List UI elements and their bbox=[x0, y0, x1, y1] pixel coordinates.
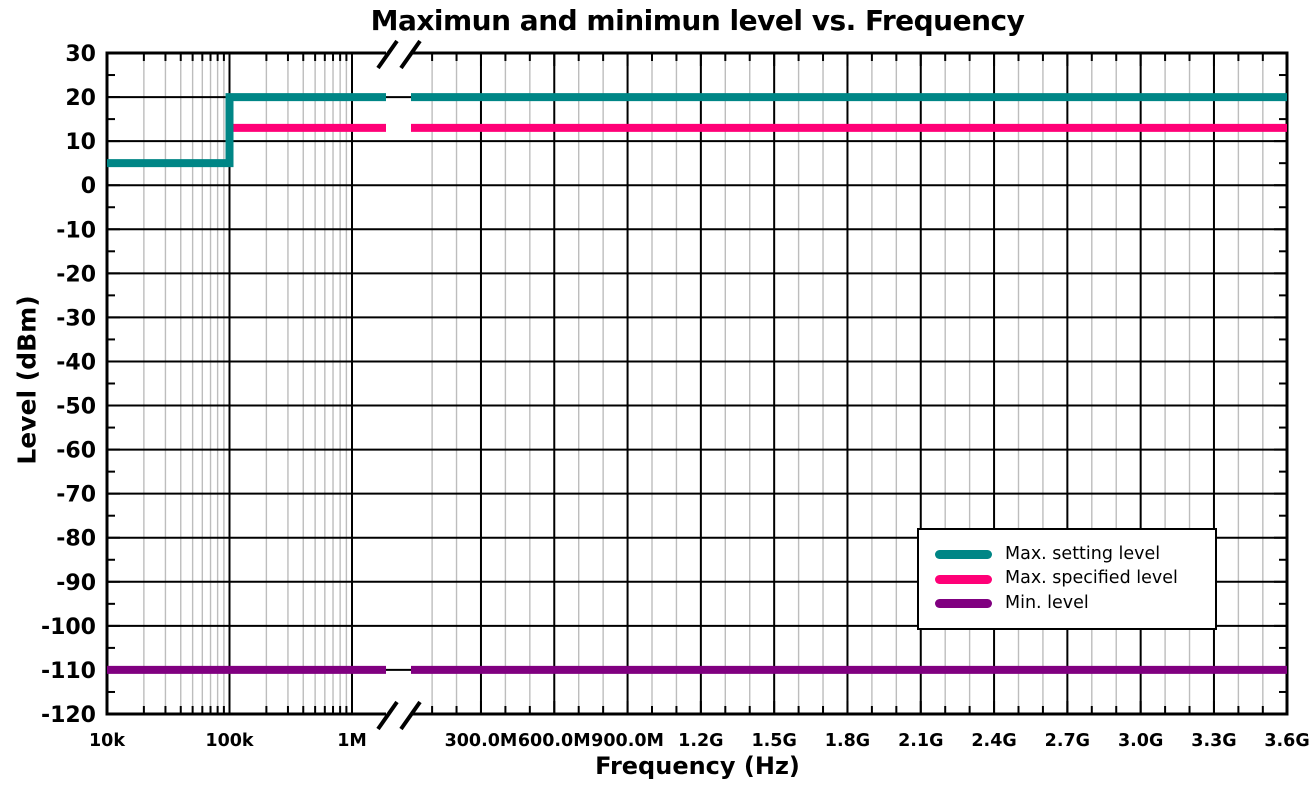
x-tick-label: 2.1G bbox=[898, 731, 943, 751]
legend: Max. setting level Max. specified level … bbox=[917, 528, 1217, 630]
x-tick-label: 100k bbox=[205, 731, 254, 751]
x-tick-label: 10k bbox=[89, 731, 125, 751]
axis-break-gap bbox=[386, 710, 411, 718]
x-tick-label: 2.7G bbox=[1045, 731, 1090, 751]
chart-title: Maximun and minimun level vs. Frequency bbox=[370, 4, 1025, 37]
y-tick-label: -80 bbox=[56, 527, 96, 552]
x-tick-label: 2.4G bbox=[971, 731, 1016, 751]
x-tick-label: 3.3G bbox=[1191, 731, 1236, 751]
legend-label: Min. level bbox=[1005, 592, 1089, 613]
x-tick-label: 1.8G bbox=[825, 731, 870, 751]
y-tick-label: -20 bbox=[56, 262, 96, 287]
x-tick-label: 300.0M bbox=[445, 731, 518, 751]
axis-break-gap bbox=[386, 49, 411, 57]
y-tick-label: 10 bbox=[65, 130, 96, 155]
y-axis-title: Level (dBm) bbox=[12, 295, 42, 465]
x-tick-label: 3.6G bbox=[1264, 731, 1309, 751]
x-tick-label: 1.5G bbox=[751, 731, 796, 751]
y-tick-label: -110 bbox=[41, 659, 96, 684]
y-tick-label: -50 bbox=[56, 395, 96, 420]
series-max-setting-level bbox=[107, 93, 1287, 168]
legend-swatch-max-specified-level bbox=[935, 574, 992, 584]
y-tick-label: -10 bbox=[56, 218, 96, 243]
legend-label: Max. specified level bbox=[1005, 568, 1178, 589]
y-tick-label: -60 bbox=[56, 439, 96, 464]
x-tick-label: 1M bbox=[337, 731, 367, 751]
y-tick-label: 0 bbox=[81, 174, 96, 199]
y-tick-label: 20 bbox=[65, 86, 96, 111]
x-tick-label: 600.0M bbox=[518, 731, 591, 751]
y-tick-label: -90 bbox=[56, 571, 96, 596]
y-tick-label: -70 bbox=[56, 483, 96, 508]
y-tick-label: -30 bbox=[56, 306, 96, 331]
x-tick-label: 900.0M bbox=[591, 731, 664, 751]
legend-swatch-max-setting-level bbox=[935, 550, 992, 559]
axis-break-marks-top bbox=[376, 39, 422, 70]
y-tick-label: -100 bbox=[41, 615, 96, 640]
y-tick-label: 30 bbox=[65, 42, 96, 67]
axis-break-marks-bottom bbox=[376, 700, 422, 731]
y-tick-label: -40 bbox=[56, 350, 96, 375]
x-tick-label: 1.2G bbox=[678, 731, 723, 751]
legend-item-max-setting-level: Max. setting level bbox=[935, 543, 1215, 564]
x-tick-label: 3.0G bbox=[1118, 731, 1163, 751]
legend-item-min-level: Min. level bbox=[935, 592, 1215, 613]
x-axis-title: Frequency (Hz) bbox=[595, 752, 800, 780]
legend-swatch-min-level bbox=[935, 599, 992, 608]
legend-item-max-specified-level: Max. specified level bbox=[935, 570, 1215, 588]
y-tick-label: -120 bbox=[41, 703, 96, 728]
legend-label: Max. setting level bbox=[1005, 543, 1161, 564]
